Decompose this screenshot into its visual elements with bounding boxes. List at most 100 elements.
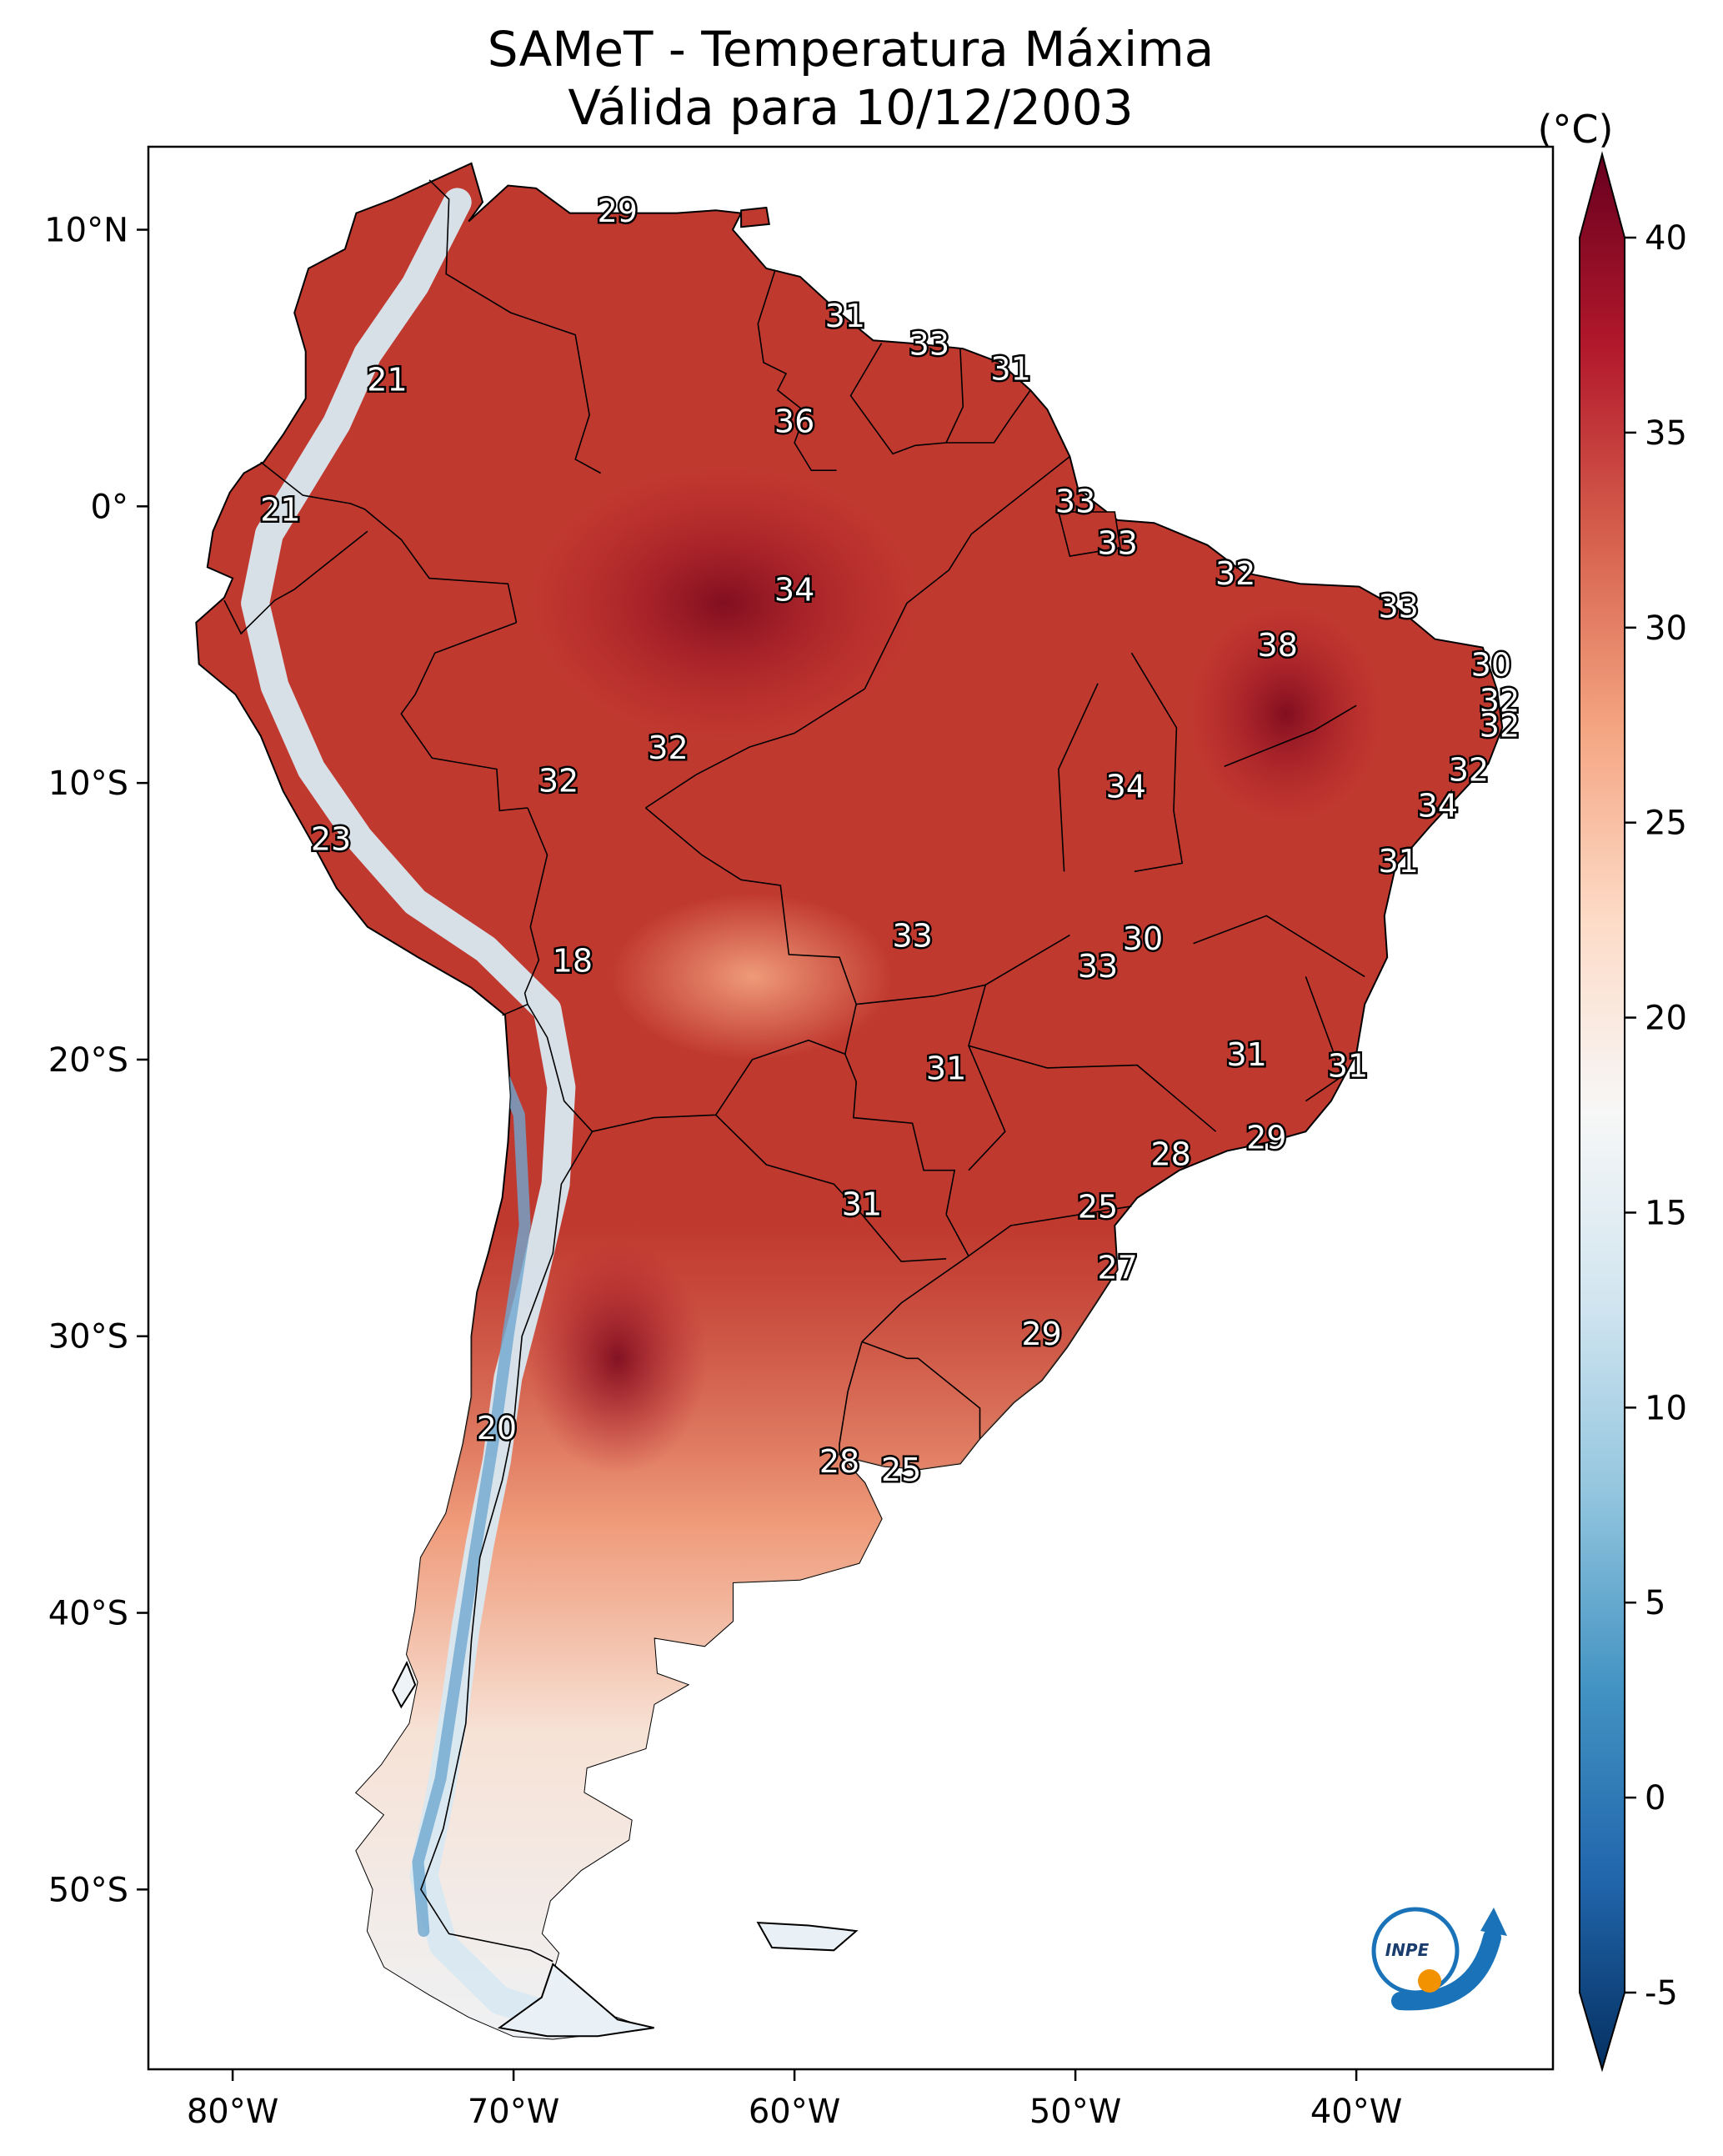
logo-orange-dot (1418, 1969, 1441, 1993)
trinidad-island (740, 206, 770, 228)
border-line (1305, 976, 1344, 1102)
border-line (645, 688, 865, 809)
lat-tick-label: 50°S (48, 1871, 128, 1909)
city-value-label: 32 (1480, 707, 1520, 744)
city-value-label: 21 (367, 362, 407, 399)
city-value-label: 33 (1378, 589, 1418, 625)
andes-cold-core (412, 1012, 531, 1938)
city-value-label: 31 (1328, 1047, 1368, 1084)
border-line (223, 530, 368, 635)
border-line (420, 1003, 594, 1963)
city-value-label: 25 (881, 1452, 921, 1488)
border-line (523, 807, 548, 1005)
hot-region-argentina (527, 1241, 708, 1475)
lon-tick-label: 40°W (1310, 2093, 1402, 2131)
longitude-ticks: 80°W 70°W 60°W 50°W 40°W (187, 2069, 1402, 2131)
city-value-label: 23 (311, 820, 351, 857)
border-line (946, 389, 1031, 444)
city-value-label: 30 (1123, 920, 1163, 957)
marajo-island (1057, 511, 1121, 558)
city-value-label: 29 (1246, 1120, 1286, 1156)
border-line (968, 1045, 1006, 1171)
border-line (839, 1341, 863, 1456)
city-value-label: 18 (553, 942, 593, 979)
title-line-1: SAMeT - Temperatura Máxima (487, 21, 1215, 78)
map-frame (147, 145, 1555, 2071)
colorbar-ticks: -5 0 5 10 15 20 25 30 35 40 (1625, 219, 1687, 2013)
city-value-label: 27 (1097, 1250, 1137, 1286)
city-value-label: 25 (1078, 1189, 1118, 1226)
lat-tick-label: 40°S (48, 1595, 128, 1633)
colorbar-tick-label: 40 (1645, 219, 1687, 258)
islands (392, 206, 1121, 2038)
colorbar-scale (1579, 151, 1625, 2073)
city-value-label: 33 (892, 917, 932, 954)
city-value-label: 20 (477, 1410, 517, 1447)
city-temperature-labels: 2921213633313133343332333830323232343232… (258, 191, 1522, 1491)
city-value-label: 33 (1055, 484, 1095, 520)
border-line (1130, 652, 1184, 873)
colorbar-tick-label: 0 (1645, 1779, 1665, 1818)
city-value-label: 34 (1106, 768, 1146, 805)
colorbar-tick-label: 15 (1645, 1194, 1687, 1232)
title-line-2: Válida para 10/12/2003 (568, 79, 1134, 136)
continent-temperature-field (195, 162, 1504, 2040)
falkland-islands (756, 1921, 859, 1952)
lat-tick-label: 20°S (48, 1041, 128, 1080)
lon-tick-label: 80°W (187, 2093, 278, 2131)
city-value-label: 31 (990, 350, 1030, 387)
city-value-label: 32 (538, 763, 579, 800)
border-line (844, 1054, 956, 1215)
logo-arrow-icon (1480, 1908, 1507, 1936)
border-line (968, 934, 1217, 1132)
warm-region-bolivia (612, 893, 894, 1060)
city-value-label: 32 (1480, 682, 1520, 719)
border-line (968, 1206, 1132, 1257)
logo-text: INPE (1385, 1940, 1430, 1960)
city-value-label: 30 (1471, 646, 1511, 683)
city-value-label: 28 (1151, 1136, 1191, 1173)
city-value-label: 29 (598, 193, 638, 229)
logo-swoosh (1391, 1928, 1501, 2011)
city-value-label: 31 (825, 298, 865, 334)
latitude-ticks: 10°N 0° 10°S 20°S 30°S 40°S 50°S (44, 212, 148, 1909)
border-line (861, 1341, 981, 1439)
map-title: SAMeT - Temperatura Máxima Válida para 1… (148, 20, 1553, 137)
border-line (864, 455, 1070, 689)
lat-tick-label: 0° (91, 488, 128, 526)
city-value-label: 33 (1078, 948, 1118, 985)
colorbar: -5 0 5 10 15 20 25 30 35 40 (1579, 151, 1687, 2073)
chiloe-island (392, 1660, 417, 1709)
border-line (1193, 915, 1365, 978)
hot-region-northeast (1187, 603, 1385, 825)
lon-tick-label: 50°W (1029, 2093, 1121, 2131)
lat-tick-label: 10°N (44, 212, 128, 250)
southern-cool-gradient (196, 1226, 1503, 2039)
colorbar-unit-label: (°C) (1537, 107, 1614, 152)
border-line (428, 179, 601, 474)
colorbar-tick-label: 35 (1645, 414, 1687, 453)
city-value-label: 31 (926, 1050, 966, 1087)
border-line (1224, 704, 1357, 767)
lat-tick-label: 30°S (48, 1318, 128, 1356)
lon-tick-label: 70°W (468, 2093, 559, 2131)
border-line (861, 1214, 970, 1342)
colorbar-tick-label: -5 (1645, 1974, 1678, 2013)
tierra-del-fuego (497, 1963, 654, 2038)
city-value-label: 31 (1226, 1036, 1266, 1073)
colorbar-tick-label: 5 (1645, 1584, 1665, 1622)
city-value-label: 32 (1215, 555, 1255, 592)
border-line (757, 271, 837, 471)
colorbar-tick-label: 10 (1645, 1389, 1687, 1427)
city-value-label: 38 (1258, 627, 1298, 664)
city-value-label: 33 (909, 325, 949, 362)
hot-region-amazon (527, 464, 921, 742)
colorbar-tick-label: 30 (1645, 609, 1687, 648)
lon-tick-label: 60°W (749, 2093, 840, 2131)
city-value-label: 36 (774, 403, 814, 439)
border-line (856, 984, 986, 1005)
colorbar-tick-label: 20 (1645, 1000, 1687, 1038)
city-value-label: 34 (774, 572, 814, 609)
border-line (1058, 683, 1099, 872)
